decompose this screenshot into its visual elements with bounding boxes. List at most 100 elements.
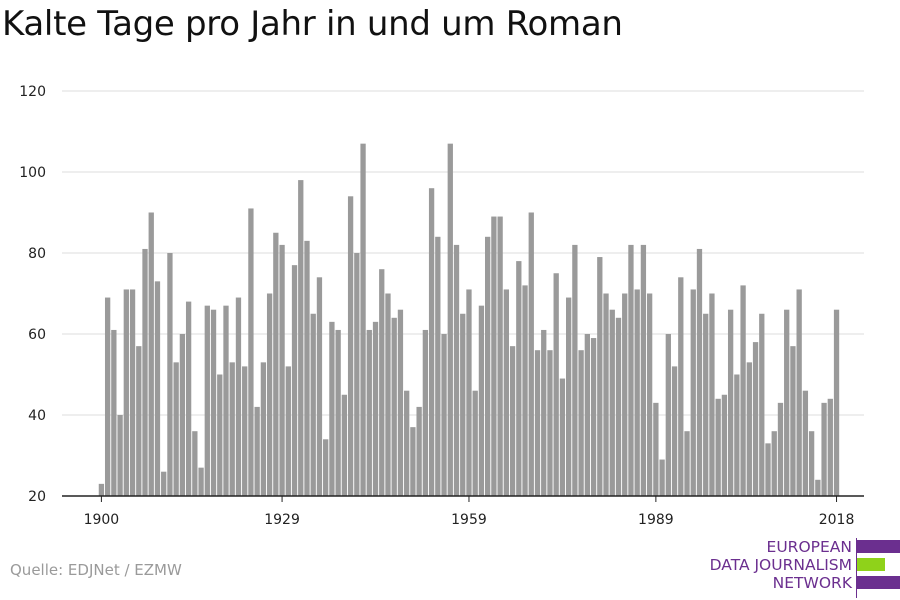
bar-2007 — [765, 443, 771, 496]
bar-1910 — [161, 471, 167, 496]
bar-1986 — [634, 289, 640, 496]
bar-1982 — [609, 309, 615, 496]
edjnet-logo[interactable]: EUROPEAN DATA JOURNALISM NETWORK — [700, 536, 900, 600]
bar-2016 — [821, 402, 827, 496]
bar-1955 — [441, 334, 447, 496]
logo-divider — [856, 538, 857, 598]
bar-2014 — [808, 431, 815, 496]
bar-1907 — [142, 248, 148, 496]
bar-1906 — [136, 346, 142, 496]
bar-1979 — [590, 338, 597, 496]
bar-1967 — [516, 261, 522, 496]
bar-1912 — [173, 362, 179, 496]
bar-1917 — [204, 305, 210, 496]
bar-1949 — [404, 390, 410, 496]
bar-1908 — [148, 212, 154, 496]
bar-1904 — [123, 289, 129, 496]
bar-2009 — [777, 402, 784, 496]
bar-1977 — [578, 350, 584, 496]
bar-1944 — [372, 321, 379, 496]
bar-2001 — [727, 309, 734, 496]
bar-1980 — [597, 257, 603, 496]
x-tick-label: 1989 — [638, 512, 674, 528]
bar-1978 — [584, 334, 590, 496]
bar-1950 — [410, 427, 416, 496]
bar-1923 — [242, 366, 248, 496]
bar-1932 — [298, 180, 304, 496]
bar-1939 — [341, 394, 348, 496]
bar-1985 — [628, 244, 634, 496]
bar-1921 — [229, 362, 235, 496]
y-tick-label: 20 — [28, 489, 46, 505]
bar-1920 — [223, 305, 229, 496]
bar-2018 — [833, 309, 840, 496]
bar-1972 — [547, 350, 553, 496]
bar-2006 — [759, 313, 765, 496]
bar-1927 — [266, 293, 273, 496]
bar-1963 — [491, 216, 497, 497]
logo-bar-top — [857, 540, 900, 553]
y-tick-label: 40 — [28, 408, 46, 424]
bar-1915 — [192, 431, 198, 496]
bar-1973 — [553, 273, 559, 496]
bar-1901 — [104, 297, 111, 496]
bar-1983 — [615, 317, 622, 496]
chart-title: Kalte Tage pro Jahr in und um Roman — [2, 4, 623, 44]
y-tick-label: 60 — [28, 327, 46, 343]
bar-2015 — [815, 479, 821, 496]
bar-1942 — [360, 143, 366, 496]
bar-2013 — [802, 390, 809, 496]
bar-1984 — [622, 293, 628, 496]
bar-1918 — [210, 309, 217, 496]
bar-1900 — [98, 483, 105, 496]
bar-1951 — [416, 406, 422, 496]
y-tick-label: 120 — [19, 84, 46, 100]
bar-1928 — [273, 232, 279, 496]
x-tick-label: 1959 — [451, 512, 487, 528]
bars — [98, 143, 840, 497]
bar-1975 — [566, 297, 572, 496]
bar-1933 — [304, 240, 310, 496]
bar-1969 — [528, 212, 534, 496]
logo-bar-bottom — [857, 576, 900, 589]
bar-1909 — [154, 281, 161, 496]
bar-1966 — [509, 346, 516, 496]
bar-1998 — [709, 293, 715, 496]
y-tick-label: 80 — [28, 246, 46, 262]
bar-1919 — [217, 374, 223, 496]
bar-1989 — [653, 402, 659, 496]
bar-1995 — [690, 289, 696, 496]
bar-1913 — [179, 334, 186, 496]
bar-1999 — [715, 398, 721, 496]
logo-line-2: DATA JOURNALISM — [709, 556, 852, 574]
x-tick-label: 2018 — [819, 512, 855, 528]
bar-1976 — [572, 244, 578, 496]
bar-1902 — [111, 329, 117, 496]
bar-1945 — [379, 269, 385, 496]
bar-1959 — [466, 289, 472, 496]
bar-1958 — [460, 313, 466, 496]
bar-1971 — [541, 329, 547, 496]
source-note: Quelle: EDJNet / EZMW — [10, 561, 182, 579]
bar-2000 — [721, 394, 728, 496]
bar-1996 — [696, 248, 703, 496]
bar-1931 — [291, 265, 298, 496]
bar-1914 — [185, 301, 192, 496]
bar-1926 — [260, 362, 267, 496]
bar-1922 — [235, 297, 242, 496]
bar-1968 — [522, 285, 528, 496]
bar-1929 — [279, 244, 285, 496]
bar-1938 — [335, 329, 341, 496]
bar-1990 — [659, 459, 665, 496]
logo-line-3: NETWORK — [772, 574, 852, 592]
bar-1930 — [285, 366, 291, 496]
bar-1903 — [117, 415, 123, 496]
bar-1937 — [329, 321, 335, 496]
bar-1965 — [503, 289, 509, 496]
bar-1974 — [559, 378, 566, 496]
bar-1987 — [640, 244, 647, 496]
bar-1924 — [248, 208, 254, 496]
bar-1940 — [347, 196, 354, 497]
bar-1981 — [603, 293, 609, 496]
bar-1948 — [397, 309, 404, 496]
